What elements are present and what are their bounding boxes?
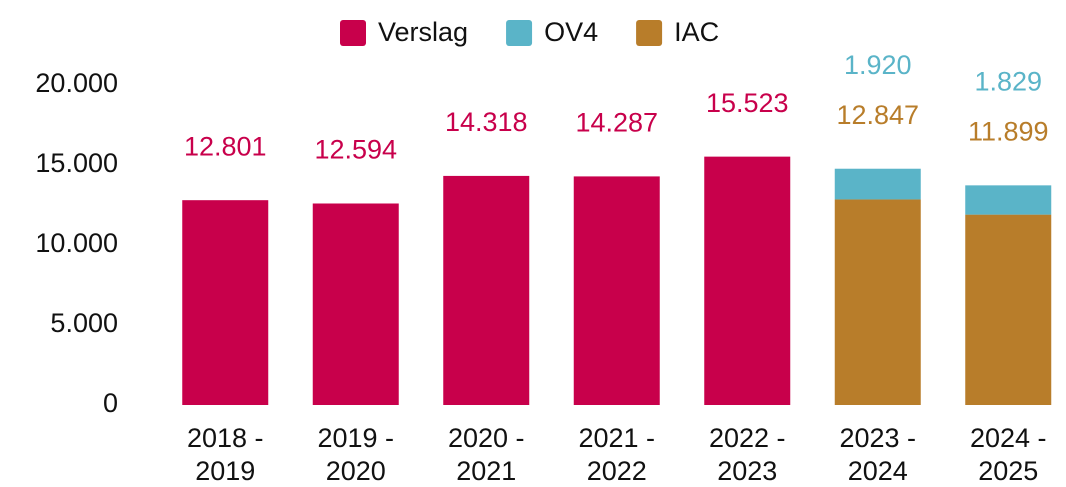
x-tick-label: 2024 - [970, 423, 1047, 453]
bar [834, 199, 921, 405]
value-label: 15.523 [706, 88, 789, 118]
bar [312, 203, 399, 405]
value-label: 12.801 [184, 131, 267, 161]
value-label: 12.594 [314, 135, 397, 165]
bar [182, 200, 269, 405]
x-tick-label: 2024 [848, 456, 908, 486]
value-label: 14.287 [575, 108, 658, 138]
value-label: 1.829 [974, 66, 1042, 96]
bar [704, 156, 791, 405]
bar [834, 168, 921, 200]
y-tick-label: 20.000 [35, 68, 118, 98]
legend-swatch [340, 20, 366, 46]
x-tick-label: 2020 - [448, 423, 525, 453]
x-tick-label: 2020 [326, 456, 386, 486]
y-tick-label: 0 [103, 388, 118, 418]
legend-swatch [636, 20, 663, 46]
y-tick-label: 10.000 [35, 228, 118, 258]
x-tick-label: 2018 - [187, 423, 264, 453]
value-label: 11.899 [968, 116, 1049, 146]
x-tick-label: 2023 [717, 456, 777, 486]
bar [965, 185, 1052, 215]
x-tick-label: 2021 [456, 456, 516, 486]
value-label: 12.847 [836, 100, 919, 130]
y-tick-label: 15.000 [35, 148, 118, 178]
value-label: 14.318 [445, 107, 528, 137]
bar [443, 175, 530, 405]
y-tick-label: 5.000 [50, 308, 118, 338]
legend-label: Verslag [378, 17, 468, 47]
x-tick-label: 2021 - [578, 423, 655, 453]
x-tick-label: 2022 - [709, 423, 786, 453]
x-tick-label: 2022 [587, 456, 647, 486]
x-tick-label: 2019 - [317, 423, 394, 453]
value-label: 1.920 [844, 50, 912, 80]
legend-swatch [506, 20, 533, 46]
bar [965, 214, 1052, 405]
x-tick-label: 2019 [195, 456, 255, 486]
x-tick-label: 2025 [978, 456, 1038, 486]
legend-label: IAC [674, 17, 719, 47]
bar [573, 176, 660, 405]
legend-label: OV4 [544, 17, 598, 47]
x-tick-label: 2023 - [839, 423, 916, 453]
